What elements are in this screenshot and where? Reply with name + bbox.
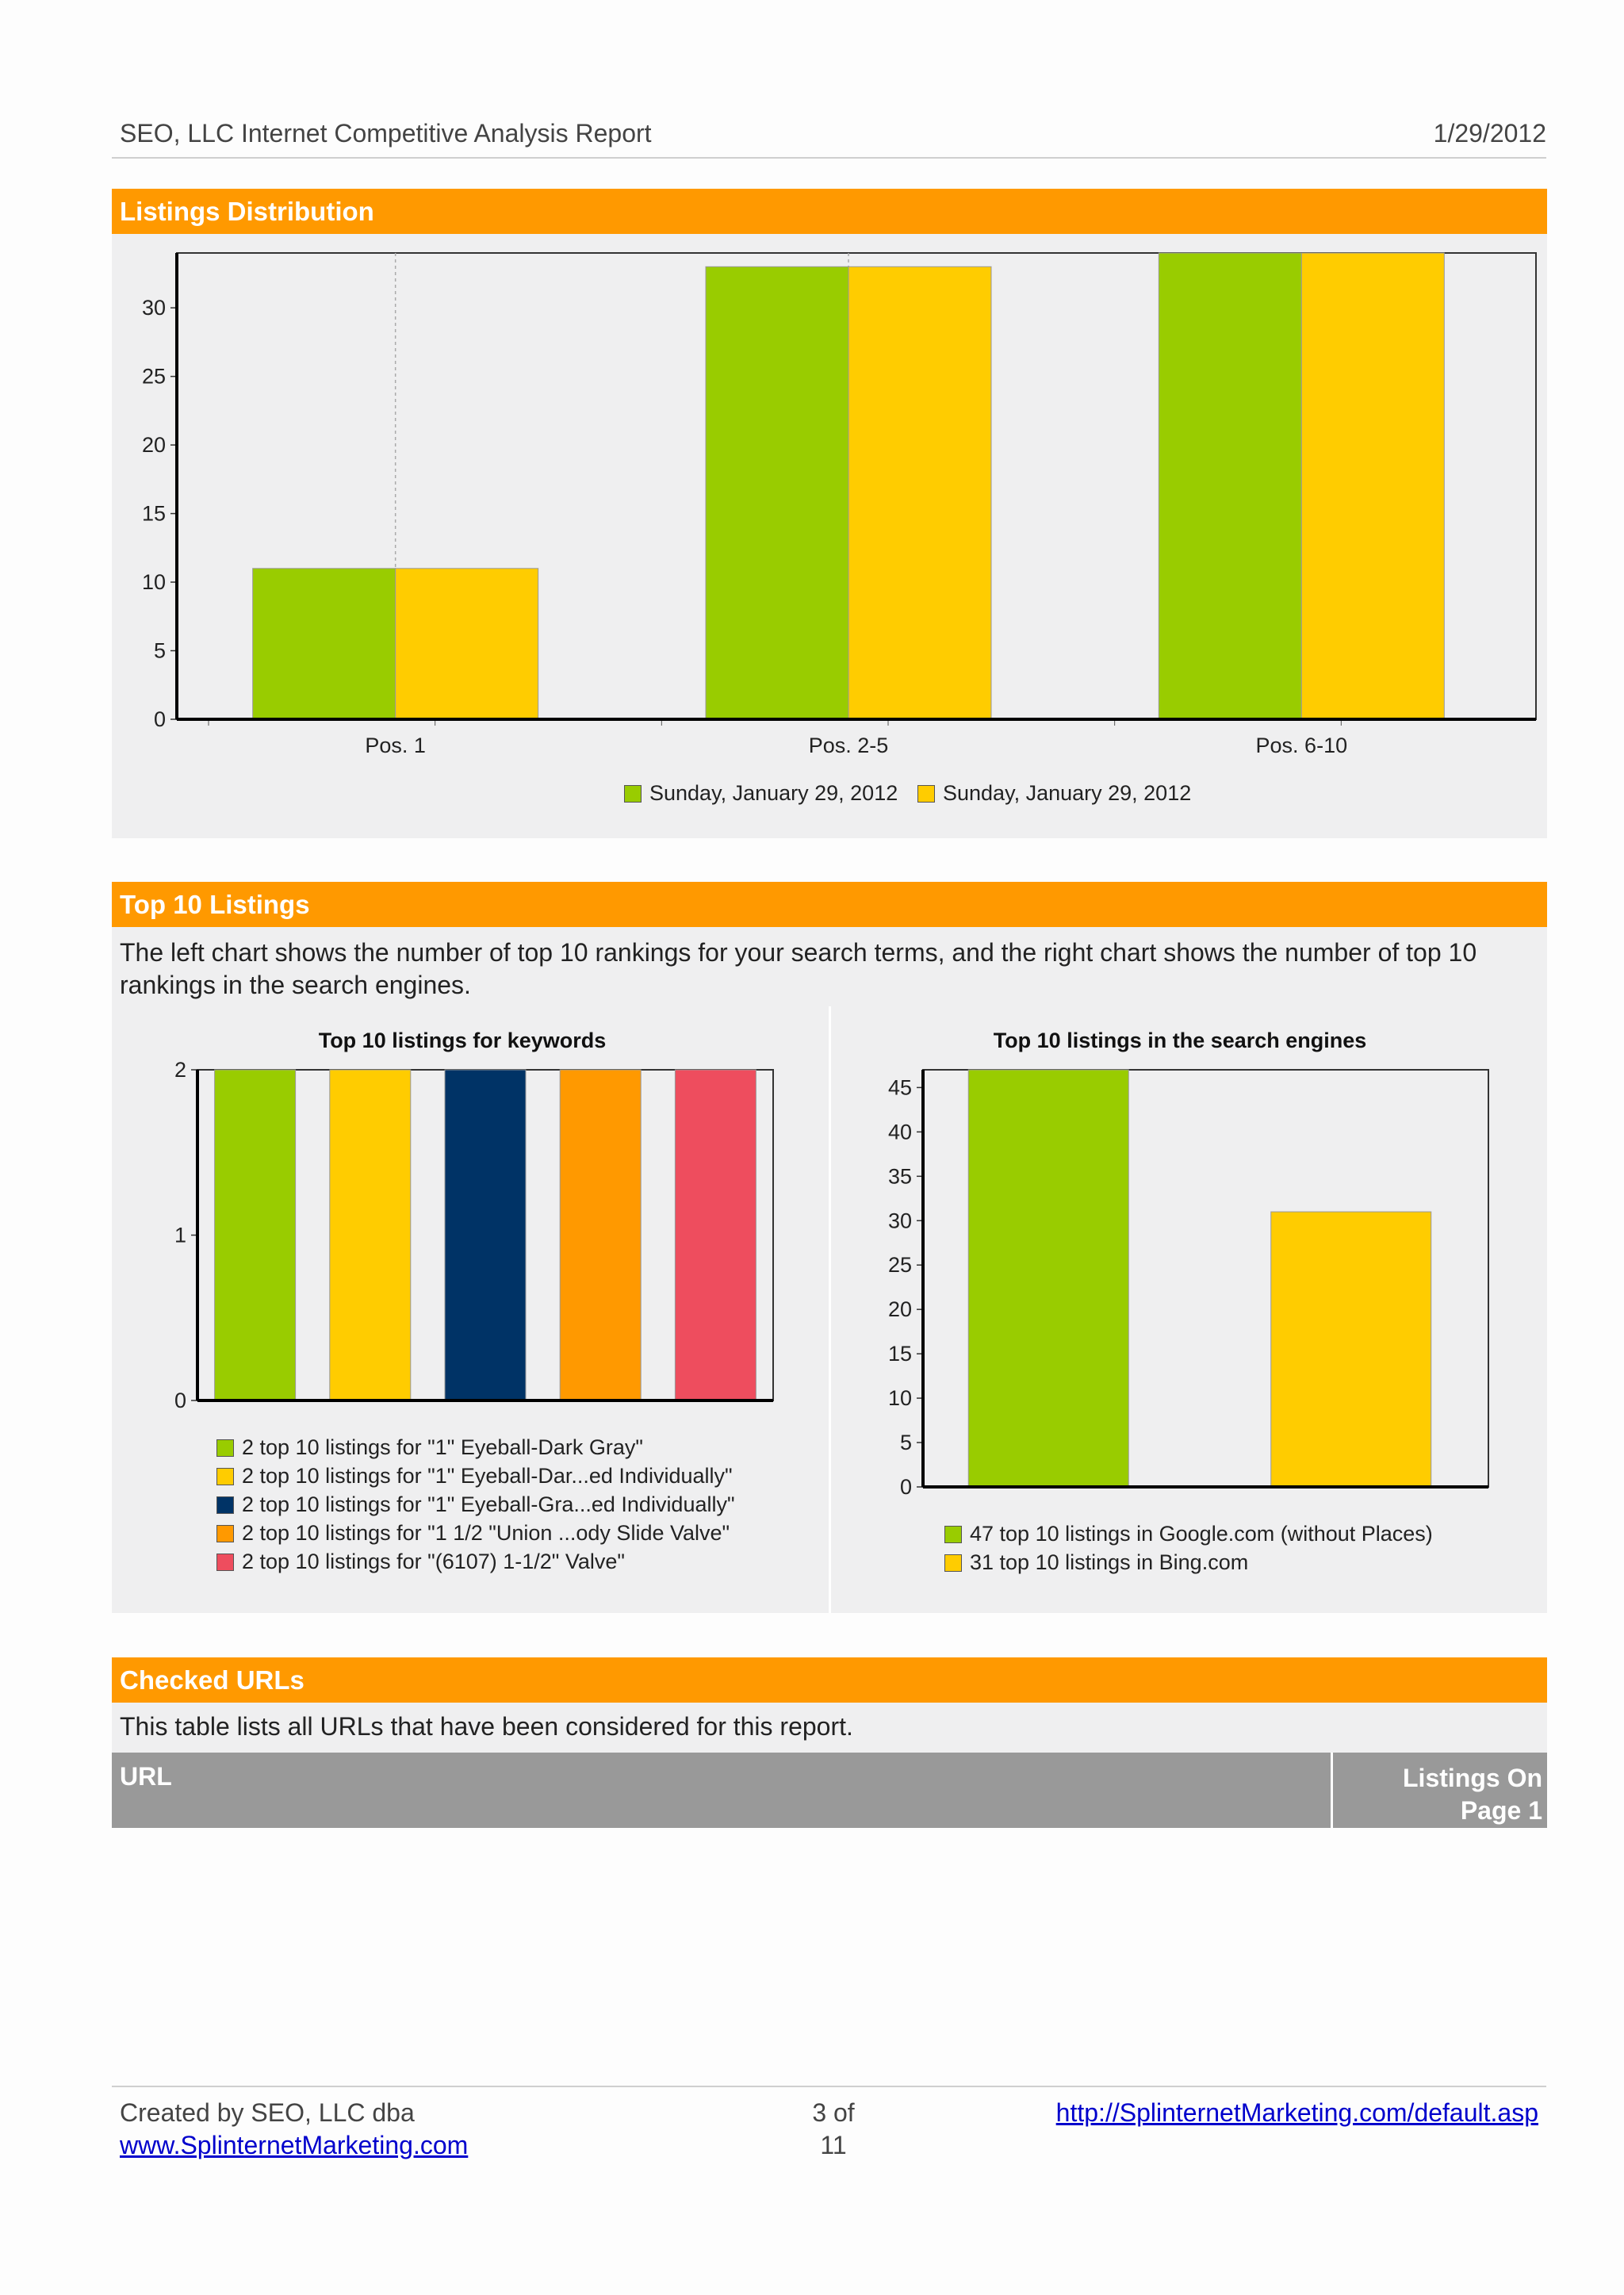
footer-page-number: 3 of 11 [794, 2097, 873, 2162]
page-number-line1: 3 of [812, 2098, 855, 2127]
bar-green [252, 568, 396, 720]
legend-label: 2 top 10 listings for "1 1/2 "Union ...o… [242, 1521, 730, 1545]
y-tick-label: 2 [174, 1058, 186, 1082]
y-tick-label: 10 [888, 1386, 912, 1410]
legend-item: Sunday, January 29, 2012 [917, 781, 1191, 806]
column-header-url[interactable]: URL [120, 1762, 172, 1791]
y-tick-label: 25 [888, 1253, 912, 1277]
bar-yellow [395, 568, 539, 720]
bar [1270, 1211, 1432, 1488]
legend-label: 2 top 10 listings for "1" Eyeball-Dark G… [242, 1435, 643, 1459]
bar-green [1158, 252, 1302, 720]
search-engines-chart: Top 10 listings in the search engines 0 5 1… [888, 1029, 1489, 1498]
bar-green [705, 266, 849, 720]
legend-label: 2 top 10 listings for "1" Eyeball-Gra...… [242, 1492, 735, 1516]
column-header-listings-line1: Listings On [1403, 1764, 1542, 1792]
legend-swatch [944, 1554, 962, 1572]
urls-table-header: URL Listings On Page 1 [112, 1753, 1547, 1828]
legend-label: 2 top 10 listings for "(6107) 1-1/2" Val… [242, 1550, 626, 1573]
footer-site-link[interactable]: www.SplinternetMarketing.com [120, 2131, 469, 2159]
bar [559, 1069, 642, 1401]
legend-item: 2 top 10 listings for "1 1/2 "Union ...o… [216, 1521, 730, 1546]
y-tick-label: 15 [888, 1342, 912, 1366]
chart-title: Top 10 listings in the search engines [994, 1029, 1367, 1052]
listings-distribution-panel: Pos. 1 Pos. 2-5 Pos. 6-10 0 5 10 15 20 25 30 Sund… [112, 234, 1547, 838]
legend-label: 47 top 10 listings in Google.com (withou… [970, 1522, 1433, 1546]
footer-created-text: Created by SEO, LLC dba [120, 2098, 415, 2127]
y-tick-label: 30 [888, 1209, 912, 1232]
legend-swatch-yellow [917, 785, 935, 803]
bar-yellow [1300, 252, 1445, 720]
listings-distribution-chart: Pos. 1 Pos. 2-5 Pos. 6-10 0 5 10 15 20 25 30 [142, 252, 1537, 757]
legend-label: Sunday, January 29, 2012 [943, 781, 1192, 805]
y-tick-label: 20 [142, 433, 166, 457]
footer-url: http://SplinternetMarketing.com/default.… [1056, 2097, 1538, 2129]
report-date: 1/29/2012 [1433, 119, 1546, 148]
report-title: SEO, LLC Internet Competitive Analysis R… [120, 119, 652, 148]
legend-label: Sunday, January 29, 2012 [649, 781, 898, 805]
legend-swatch [216, 1439, 234, 1457]
legend-swatch-green [624, 785, 642, 803]
checked-urls-description: This table lists all URLs that have been… [112, 1703, 1547, 1753]
legend-item: 31 top 10 listings in Bing.com [944, 1550, 1248, 1575]
legend-swatch [216, 1525, 234, 1542]
y-tick-label: 0 [154, 707, 166, 731]
footer-url-link[interactable]: http://SplinternetMarketing.com/default.… [1055, 2098, 1538, 2127]
legend-item: Sunday, January 29, 2012 [624, 781, 898, 806]
legend-item: 2 top 10 listings for "1" Eyeball-Gra...… [216, 1492, 735, 1517]
top10-description: The left chart shows the number of top 1… [112, 927, 1547, 1006]
bar-yellow [848, 266, 992, 720]
bar [967, 1069, 1129, 1488]
y-tick-label: 5 [900, 1431, 912, 1454]
y-tick-label: 15 [142, 502, 166, 526]
legend-swatch [216, 1496, 234, 1514]
legend-item: 47 top 10 listings in Google.com (withou… [944, 1522, 1433, 1546]
y-tick-label: 25 [142, 365, 166, 389]
column-separator [1331, 1753, 1333, 1828]
bar [674, 1069, 756, 1401]
x-tick-label: Pos. 6-10 [1256, 734, 1348, 757]
panel-divider [829, 1006, 831, 1613]
y-tick-label: 30 [142, 296, 166, 320]
legend-item: 2 top 10 listings for "1" Eyeball-Dark G… [216, 1435, 643, 1460]
column-header-listings-line2: Page 1 [1460, 1796, 1542, 1825]
keywords-chart: Top 10 listings for keywords 0 1 2 [174, 1029, 774, 1412]
bar [444, 1069, 527, 1401]
report-footer: Created by SEO, LLC dba www.SplinternetM… [112, 2086, 1546, 2159]
footer-created-by: Created by SEO, LLC dba www.SplinternetM… [120, 2097, 468, 2162]
section-listings-distribution: Listings Distribution [112, 189, 1547, 234]
y-tick-label: 20 [888, 1297, 912, 1321]
x-tick-label: Pos. 2-5 [809, 734, 889, 757]
column-header-listings[interactable]: Listings On Page 1 [1336, 1762, 1542, 1827]
page-number-line2: 11 [820, 2131, 847, 2159]
section-checked-urls: Checked URLs [112, 1657, 1547, 1703]
x-tick-label: Pos. 1 [365, 734, 426, 757]
y-tick-label: 1 [174, 1224, 186, 1247]
y-tick-label: 40 [888, 1120, 912, 1144]
y-tick-label: 10 [142, 570, 166, 594]
legend-label: 2 top 10 listings for "1" Eyeball-Dar...… [242, 1464, 733, 1488]
legend-label: 31 top 10 listings in Bing.com [970, 1550, 1249, 1574]
legend-swatch [216, 1554, 234, 1571]
legend-swatch [944, 1526, 962, 1543]
y-tick-label: 0 [900, 1475, 912, 1498]
bar [329, 1069, 412, 1401]
legend-swatch [216, 1468, 234, 1485]
y-tick-label: 5 [154, 639, 166, 663]
bar [214, 1069, 297, 1401]
top10-charts-panel: Top 10 listings for keywords 0 1 2 Top 10 l… [112, 1006, 1547, 1613]
y-tick-label: 0 [174, 1389, 186, 1412]
chart-title: Top 10 listings for keywords [319, 1029, 607, 1052]
section-top10-listings: Top 10 Listings [112, 882, 1547, 927]
y-tick-label: 45 [888, 1075, 912, 1099]
y-tick-label: 35 [888, 1164, 912, 1188]
report-header: SEO, LLC Internet Competitive Analysis R… [112, 117, 1546, 159]
legend-item: 2 top 10 listings for "1" Eyeball-Dar...… [216, 1464, 733, 1488]
legend-item: 2 top 10 listings for "(6107) 1-1/2" Val… [216, 1550, 625, 1574]
